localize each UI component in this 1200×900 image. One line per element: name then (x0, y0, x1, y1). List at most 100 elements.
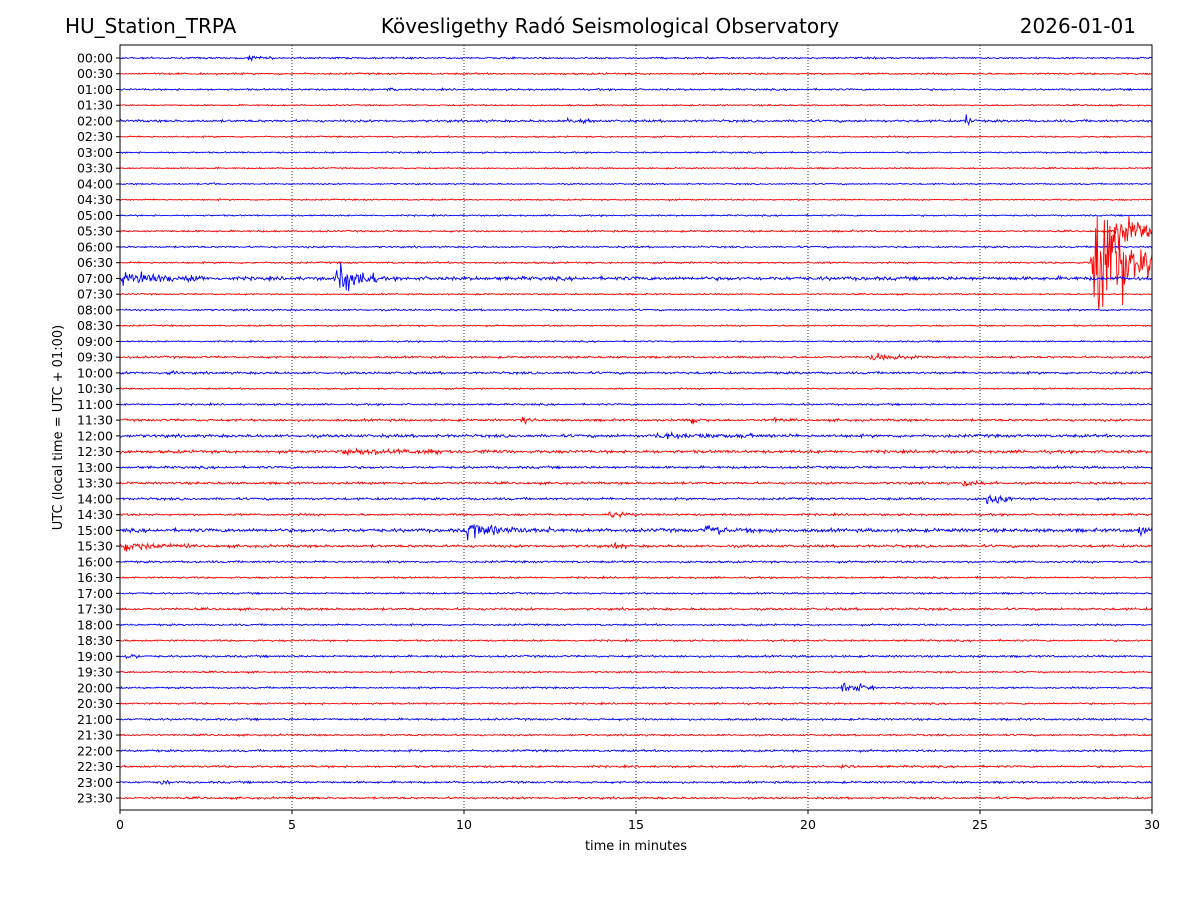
trace-0730 (119, 292, 1153, 296)
trace-1900 (119, 653, 1153, 660)
ytick-label-2000: 20:00 (77, 680, 113, 695)
xtick-label-10: 10 (456, 817, 472, 832)
trace-1300 (119, 464, 1153, 470)
ytick-label-0430: 04:30 (77, 192, 113, 207)
ytick-label-0400: 04:00 (77, 176, 113, 191)
trace-1800 (119, 622, 1153, 627)
ytick-label-0230: 02:30 (77, 129, 113, 144)
trace-0330 (119, 166, 1153, 170)
ytick-label-1800: 18:00 (77, 617, 113, 632)
trace-1500 (119, 524, 1153, 541)
xtick-label-5: 5 (288, 817, 296, 832)
ytick-label-1300: 13:00 (77, 460, 113, 475)
ytick-label-0330: 03:30 (77, 161, 113, 176)
ytick-label-1200: 12:00 (77, 428, 113, 443)
xtick-label-25: 25 (972, 817, 988, 832)
ytick-label-1330: 13:30 (77, 476, 113, 491)
trace-2300 (119, 779, 1153, 786)
trace-0900 (119, 339, 1153, 344)
ytick-label-0500: 05:00 (77, 208, 113, 223)
trace-2000 (119, 682, 1153, 692)
trace-1930 (119, 670, 1153, 675)
ytick-label-0130: 01:30 (77, 98, 113, 113)
ytick-label-0900: 09:00 (77, 334, 113, 349)
trace-0830 (119, 324, 1153, 328)
ytick-label-1000: 10:00 (77, 365, 113, 380)
ytick-label-0930: 09:30 (77, 350, 113, 365)
ytick-label-1500: 15:00 (77, 523, 113, 538)
ytick-label-0100: 01:00 (77, 82, 113, 97)
ytick-label-0000: 00:00 (77, 51, 113, 66)
ytick-label-0200: 02:00 (77, 113, 113, 128)
trace-0630 (119, 216, 1153, 311)
trace-1730 (119, 606, 1153, 612)
trace-1330 (119, 479, 1153, 487)
trace-1230 (119, 447, 1153, 456)
trace-2100 (119, 717, 1153, 722)
trace-0400 (119, 182, 1153, 186)
trace-0230 (119, 135, 1153, 139)
x-axis-label: time in minutes (585, 839, 687, 854)
ytick-label-1930: 19:30 (77, 665, 113, 680)
ytick-label-2130: 21:30 (77, 728, 113, 743)
trace-0800 (119, 307, 1153, 312)
ytick-label-2230: 22:30 (77, 759, 113, 774)
trace-1530 (119, 542, 1153, 552)
y-axis-label: UTC (local time = UTC + 01:00) (51, 325, 66, 530)
trace-1830 (119, 638, 1153, 643)
ytick-label-1100: 11:00 (77, 397, 113, 412)
ytick-label-2330: 23:30 (77, 791, 113, 806)
trace-1430 (119, 511, 1153, 519)
trace-2030 (119, 701, 1153, 706)
trace-0030 (119, 71, 1153, 76)
station-label: HU_Station_TRPA (65, 14, 237, 38)
trace-0430 (119, 198, 1153, 202)
traces (119, 55, 1153, 801)
trace-1100 (119, 401, 1153, 407)
ytick-label-0730: 07:30 (77, 287, 113, 302)
trace-0200 (119, 114, 1153, 127)
trace-1630 (119, 575, 1153, 580)
trace-0100 (119, 86, 1153, 92)
ytick-label-1230: 12:30 (77, 444, 113, 459)
ytick-label-0800: 08:00 (77, 302, 113, 317)
ytick-label-2300: 23:00 (77, 775, 113, 790)
trace-0300 (119, 150, 1153, 155)
ytick-label-1400: 14:00 (77, 491, 113, 506)
trace-0000 (119, 55, 1153, 63)
trace-1030 (119, 387, 1153, 391)
ytick-label-1430: 14:30 (77, 507, 113, 522)
ytick-label-2200: 22:00 (77, 743, 113, 758)
trace-1700 (119, 591, 1153, 596)
ytick-label-1730: 17:30 (77, 602, 113, 617)
ytick-label-1900: 19:00 (77, 649, 113, 664)
ytick-label-0700: 07:00 (77, 271, 113, 286)
xtick-label-20: 20 (800, 817, 816, 832)
trace-0500 (119, 213, 1153, 218)
ytick-label-0030: 00:30 (77, 66, 113, 81)
ytick-label-2030: 20:30 (77, 696, 113, 711)
ytick-label-0530: 05:30 (77, 224, 113, 239)
ytick-label-0830: 08:30 (77, 318, 113, 333)
date-label: 2026-01-01 (1019, 14, 1136, 38)
ytick-label-0600: 06:00 (77, 239, 113, 254)
trace-2230 (119, 763, 1153, 770)
trace-2200 (119, 748, 1153, 754)
trace-0530 (119, 215, 1153, 250)
trace-1130 (119, 416, 1153, 425)
xtick-label-30: 30 (1144, 817, 1160, 832)
xtick-label-15: 15 (628, 817, 644, 832)
chart-title: Kövesligethy Radó Seismological Observat… (380, 14, 840, 38)
trace-0930 (119, 352, 1153, 361)
trace-2130 (119, 733, 1153, 738)
ytick-label-2100: 21:00 (77, 712, 113, 727)
xtick-label-0: 0 (116, 817, 124, 832)
ytick-label-1630: 16:30 (77, 570, 113, 585)
trace-1400 (119, 493, 1153, 505)
ytick-label-1700: 17:00 (77, 586, 113, 601)
ytick-label-1600: 16:00 (77, 554, 113, 569)
trace-1600 (119, 559, 1153, 565)
ytick-label-1530: 15:30 (77, 539, 113, 554)
ytick-label-0300: 03:00 (77, 145, 113, 160)
